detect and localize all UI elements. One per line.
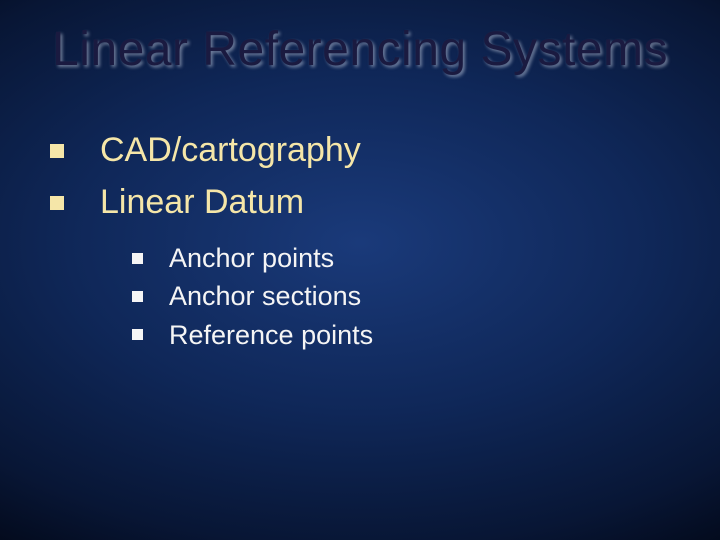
list-item-text: Linear Datum (100, 180, 304, 226)
square-bullet-icon (132, 253, 143, 264)
list-item-text: CAD/cartography (100, 128, 361, 174)
list-item: Anchor sections (132, 278, 373, 314)
list-item: Reference points (132, 317, 373, 353)
square-bullet-icon (132, 329, 143, 340)
square-bullet-icon (50, 196, 64, 210)
square-bullet-icon (132, 291, 143, 302)
list-item-text: Reference points (169, 317, 373, 353)
list-item-text: Anchor points (169, 240, 334, 276)
list-item-text: Anchor sections (169, 278, 361, 314)
square-bullet-icon (50, 144, 64, 158)
sub-bullet-list: Anchor points Anchor sections Reference … (132, 240, 373, 353)
slide-title: Linear Referencing Systems (0, 22, 720, 77)
bullet-list: CAD/cartography Linear Datum Anchor poin… (50, 128, 373, 355)
list-item: Linear Datum (50, 180, 373, 226)
list-item: Anchor points (132, 240, 373, 276)
list-item: CAD/cartography (50, 128, 373, 174)
